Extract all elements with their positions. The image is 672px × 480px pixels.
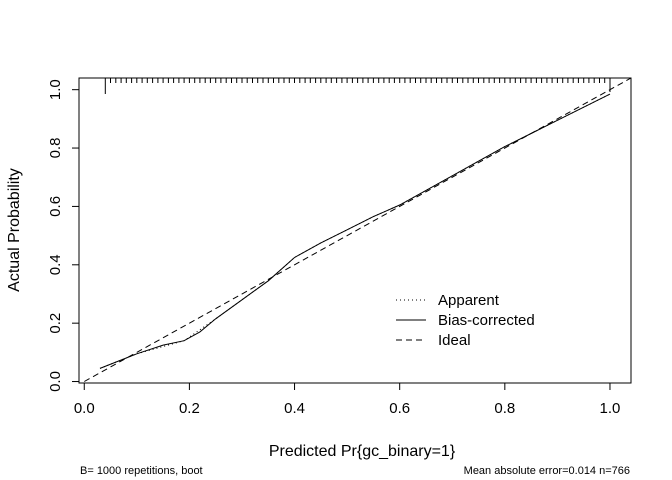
y-tick-label: 1.0 <box>47 79 64 100</box>
x-tick-label: 0.2 <box>179 400 200 417</box>
y-tick-label: 0.8 <box>47 138 64 159</box>
x-tick-label: 0.4 <box>284 400 305 417</box>
rug-layer <box>104 78 611 94</box>
x-tick-label: 0.6 <box>389 400 410 417</box>
x-axis: 0.0 0.2 0.4 0.6 0.8 1.0 <box>74 382 621 417</box>
series-bias-corrected-line <box>99 93 611 369</box>
footnote-right: Mean absolute error=0.014 n=766 <box>464 465 630 477</box>
x-tick-label: 0.8 <box>494 400 515 417</box>
footnote-left: B= 1000 repetitions, boot <box>80 465 203 477</box>
series-ideal-line <box>84 77 632 382</box>
y-axis-label: Actual Probability <box>6 168 23 292</box>
ideal-layer <box>84 77 632 382</box>
legend-label-ideal: Ideal <box>438 332 471 349</box>
legend-label-bias-corrected: Bias-corrected <box>438 312 535 329</box>
x-axis-label: Predicted Pr{gc_binary=1} <box>269 443 456 460</box>
x-tick-label: 1.0 <box>600 400 621 417</box>
legend-label-apparent: Apparent <box>438 292 500 309</box>
legend: Apparent Bias-corrected Ideal <box>396 292 535 349</box>
y-tick-label: 0.2 <box>47 313 64 334</box>
y-axis: 0.0 0.2 0.4 0.6 0.8 1.0 <box>47 79 80 392</box>
series-layer <box>99 93 611 369</box>
y-tick-label: 0.6 <box>47 196 64 217</box>
y-tick-label: 0.4 <box>47 254 64 275</box>
y-tick-label: 0.0 <box>47 371 64 392</box>
x-tick-label: 0.0 <box>74 400 95 417</box>
